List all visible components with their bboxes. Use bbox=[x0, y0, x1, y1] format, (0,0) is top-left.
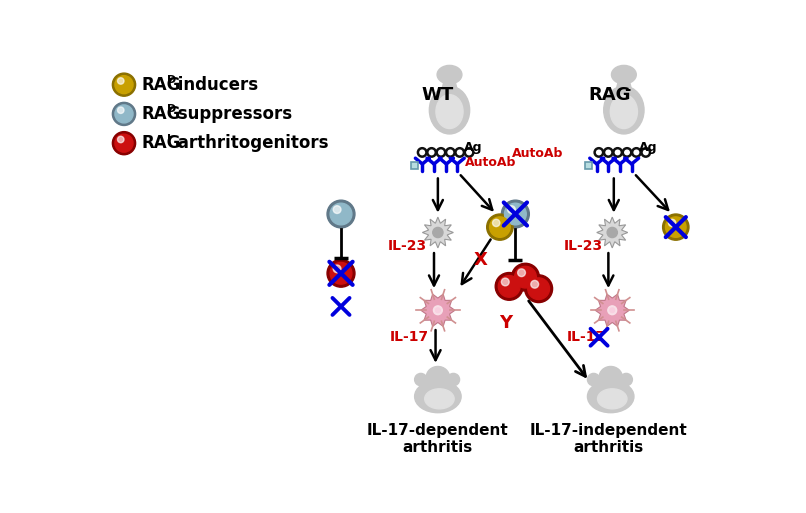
Ellipse shape bbox=[597, 389, 627, 409]
Text: RAG: RAG bbox=[588, 86, 631, 104]
Ellipse shape bbox=[414, 380, 461, 412]
Circle shape bbox=[330, 263, 352, 284]
Circle shape bbox=[508, 206, 515, 213]
Circle shape bbox=[668, 219, 675, 227]
Circle shape bbox=[531, 281, 538, 288]
Circle shape bbox=[112, 132, 135, 155]
Circle shape bbox=[330, 203, 352, 225]
Circle shape bbox=[414, 373, 427, 386]
Circle shape bbox=[327, 200, 355, 228]
Text: Y: Y bbox=[499, 314, 512, 332]
Text: D: D bbox=[167, 75, 176, 85]
Ellipse shape bbox=[435, 308, 440, 312]
Circle shape bbox=[333, 206, 341, 213]
Circle shape bbox=[512, 263, 539, 291]
Text: IL-17: IL-17 bbox=[567, 330, 606, 344]
Text: suppressors: suppressors bbox=[172, 105, 292, 123]
Circle shape bbox=[498, 275, 520, 297]
Text: IL-17-dependent
arthritis: IL-17-dependent arthritis bbox=[367, 423, 509, 455]
Circle shape bbox=[327, 260, 355, 287]
Text: D: D bbox=[167, 104, 176, 114]
Text: IL-17: IL-17 bbox=[389, 330, 429, 344]
Text: Ag: Ag bbox=[463, 141, 482, 154]
Text: inducers: inducers bbox=[172, 75, 258, 94]
Circle shape bbox=[663, 214, 689, 240]
Ellipse shape bbox=[437, 66, 462, 84]
Circle shape bbox=[118, 107, 124, 113]
Polygon shape bbox=[595, 294, 629, 326]
Polygon shape bbox=[422, 217, 453, 248]
Circle shape bbox=[489, 217, 510, 238]
Polygon shape bbox=[616, 81, 632, 90]
Circle shape bbox=[433, 227, 443, 238]
Circle shape bbox=[333, 265, 341, 273]
Circle shape bbox=[495, 272, 523, 300]
FancyBboxPatch shape bbox=[585, 162, 592, 169]
Text: arthritogenitors: arthritogenitors bbox=[172, 134, 329, 152]
Polygon shape bbox=[442, 81, 457, 90]
Ellipse shape bbox=[608, 306, 617, 314]
Circle shape bbox=[609, 373, 621, 386]
Polygon shape bbox=[596, 217, 628, 248]
Polygon shape bbox=[421, 294, 455, 326]
Text: X: X bbox=[474, 251, 488, 269]
Circle shape bbox=[112, 103, 135, 126]
Ellipse shape bbox=[588, 380, 634, 412]
Circle shape bbox=[607, 227, 617, 238]
Circle shape bbox=[112, 73, 135, 96]
Circle shape bbox=[501, 278, 509, 286]
Ellipse shape bbox=[436, 95, 463, 129]
Circle shape bbox=[528, 278, 550, 300]
Text: RAG: RAG bbox=[141, 105, 181, 123]
Text: -: - bbox=[624, 82, 630, 97]
Circle shape bbox=[588, 373, 600, 386]
Circle shape bbox=[501, 200, 530, 228]
Circle shape bbox=[505, 203, 526, 225]
Circle shape bbox=[118, 136, 124, 143]
Circle shape bbox=[115, 134, 133, 152]
Ellipse shape bbox=[599, 366, 622, 388]
Text: AutoAb: AutoAb bbox=[512, 147, 563, 161]
Circle shape bbox=[487, 214, 513, 240]
Circle shape bbox=[525, 275, 553, 303]
Text: WT: WT bbox=[422, 86, 454, 104]
Circle shape bbox=[492, 219, 500, 227]
Text: IL-23: IL-23 bbox=[388, 240, 426, 253]
Circle shape bbox=[118, 78, 124, 84]
Text: AutoAb: AutoAb bbox=[465, 156, 517, 169]
FancyBboxPatch shape bbox=[411, 162, 418, 169]
Circle shape bbox=[514, 266, 536, 288]
Text: Ag: Ag bbox=[639, 141, 658, 154]
Circle shape bbox=[620, 373, 633, 386]
Circle shape bbox=[447, 373, 459, 386]
Circle shape bbox=[436, 373, 449, 386]
Ellipse shape bbox=[425, 389, 454, 409]
Ellipse shape bbox=[426, 366, 450, 388]
Ellipse shape bbox=[612, 66, 636, 84]
Ellipse shape bbox=[604, 86, 644, 134]
Circle shape bbox=[115, 105, 133, 123]
Circle shape bbox=[115, 75, 133, 94]
Text: IL-23: IL-23 bbox=[564, 240, 604, 253]
Circle shape bbox=[598, 373, 611, 386]
Text: RAG: RAG bbox=[141, 134, 181, 152]
Ellipse shape bbox=[434, 306, 442, 314]
Ellipse shape bbox=[430, 86, 470, 134]
Text: RAG: RAG bbox=[141, 75, 181, 94]
Circle shape bbox=[426, 373, 438, 386]
Circle shape bbox=[666, 217, 686, 238]
Ellipse shape bbox=[610, 308, 615, 312]
Text: IL-17-independent
arthritis: IL-17-independent arthritis bbox=[530, 423, 688, 455]
Circle shape bbox=[517, 269, 526, 277]
Ellipse shape bbox=[610, 95, 638, 129]
Text: I: I bbox=[167, 133, 171, 144]
